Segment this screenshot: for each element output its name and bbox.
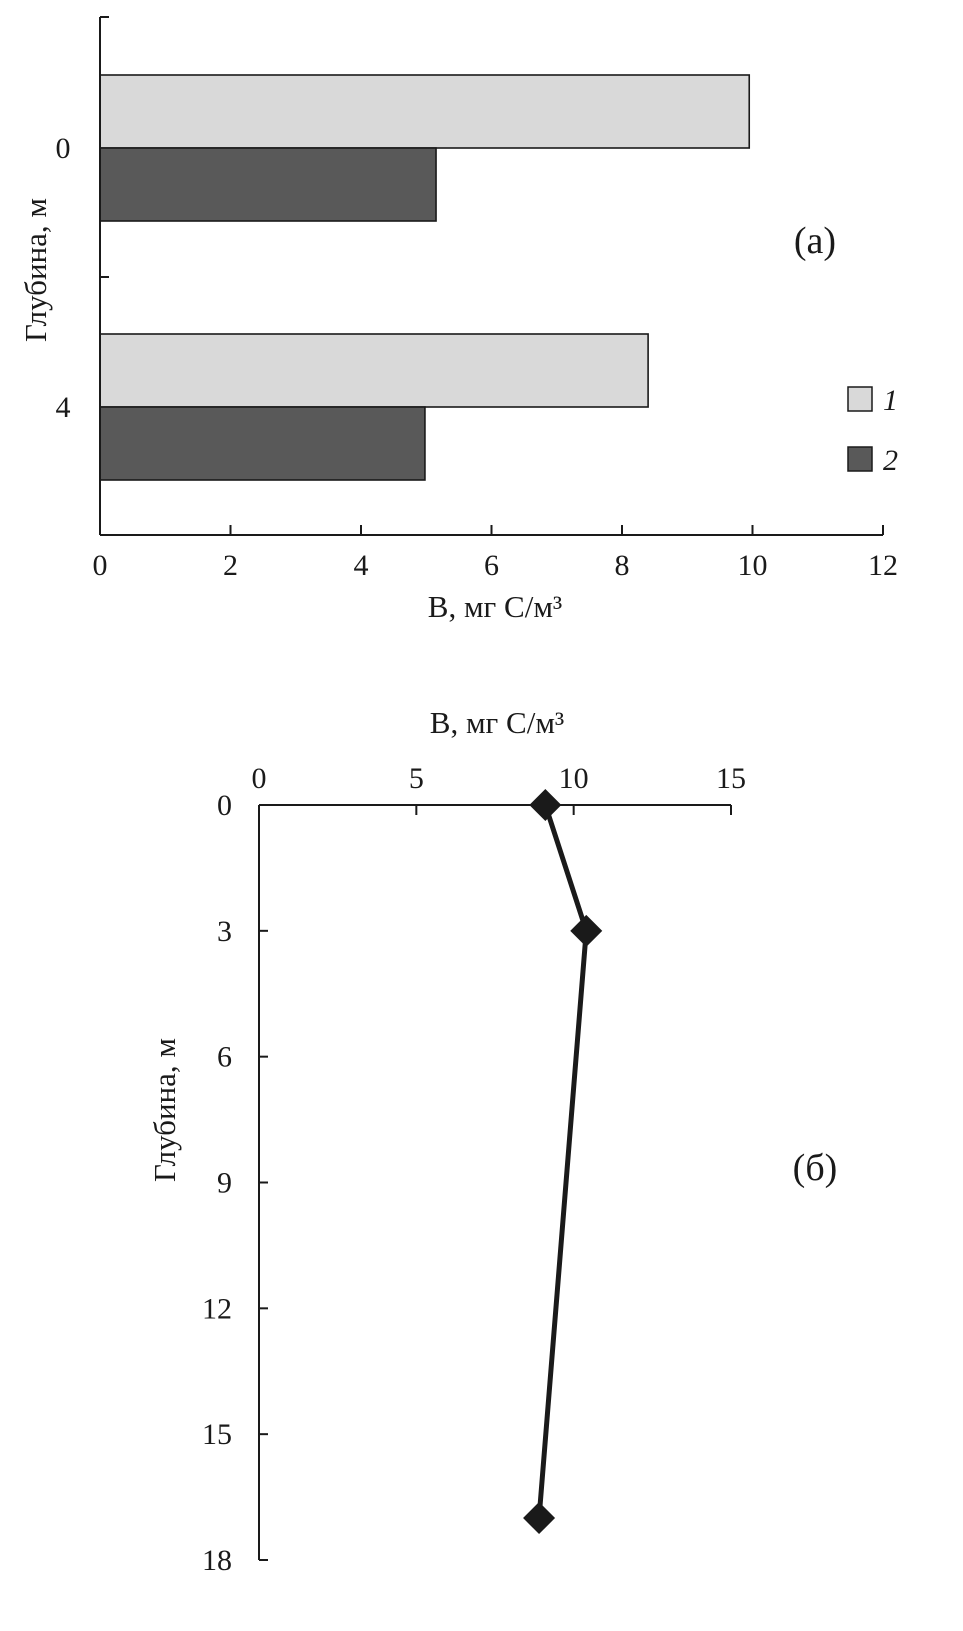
panel-label-a: (а) (794, 220, 836, 262)
x-axis-title-a: B, мг С/м³ (428, 589, 562, 624)
x-tick-label-b: 15 (716, 762, 746, 795)
bar-s2-c1 (99, 406, 426, 481)
x-tick-label-b: 5 (409, 762, 424, 795)
y-tick-label-b: 9 (217, 1167, 232, 1200)
y-axis-title-b: Глубина, м (147, 1038, 182, 1182)
series-line (536, 804, 589, 1519)
x-tick-label-a: 8 (615, 549, 630, 582)
data-point-marker (570, 914, 603, 947)
x-tick-label-a: 6 (484, 549, 499, 582)
y-tick-label-b: 0 (217, 789, 232, 822)
data-point-marker (523, 1502, 556, 1535)
x-axis-title-b: B, мг С/м³ (430, 705, 564, 740)
y-tick-label-b: 3 (217, 915, 232, 948)
x-tick-label-b: 0 (252, 762, 267, 795)
x-tick-label-a: 2 (223, 549, 238, 582)
x-tick-label-a: 4 (354, 549, 369, 582)
data-point-marker (529, 789, 562, 821)
legend-swatch-2 (847, 446, 873, 472)
chart-panel-a: 0 2 4 6 8 10 12 04 B, мг С/м³ Глубина, м (а) 1… (18, 16, 899, 624)
legend-a: 12 (847, 384, 898, 477)
line-series-b (523, 789, 603, 1535)
category-label: 4 (56, 391, 71, 424)
bar-s2-c0 (99, 147, 437, 222)
y-tick-labels-b: 0 3 6 9 12 15 18 (202, 789, 232, 1577)
legend-swatch-1 (847, 386, 873, 412)
x-tick-labels-b: 0 5 10 15 (252, 762, 747, 795)
bar-s1-c0 (99, 74, 751, 149)
legend-label-2: 2 (883, 444, 898, 477)
x-tick-labels-a: 0 2 4 6 8 10 12 (93, 549, 899, 582)
category-label: 0 (56, 132, 71, 165)
x-tick-label-a: 10 (738, 549, 768, 582)
y-tick-label-b: 18 (202, 1544, 232, 1577)
y-tick-label-b: 6 (217, 1041, 232, 1074)
y-tick-label-b: 15 (202, 1418, 232, 1451)
panel-label-b: (б) (793, 1147, 838, 1189)
x-tick-label-a: 12 (868, 549, 898, 582)
y-axis-title-a: Глубина, м (18, 198, 53, 342)
x-tick-label-b: 10 (559, 762, 589, 795)
bar-s1-c1 (99, 333, 649, 408)
bar-group (99, 74, 751, 481)
x-tick-label-a: 0 (93, 549, 108, 582)
legend-label-1: 1 (883, 384, 898, 417)
axes-b (258, 804, 732, 1561)
axes-a (99, 16, 884, 536)
y-category-labels-a: 04 (56, 132, 71, 424)
y-tick-label-b: 12 (202, 1292, 232, 1325)
